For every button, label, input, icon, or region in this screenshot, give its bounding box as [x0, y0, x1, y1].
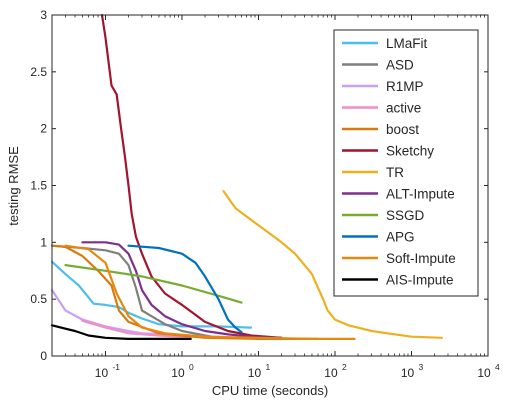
x-tick-label-exponent: 1: [265, 362, 270, 372]
legend-label: Sketchy: [386, 144, 434, 159]
x-tick-label: 10: [171, 366, 185, 380]
x-tick-label: 10: [95, 366, 109, 380]
y-tick-label: 0.5: [30, 292, 47, 306]
x-tick-label: 10: [401, 366, 415, 380]
legend-label: AIS-Impute: [386, 273, 454, 288]
legend-label: Soft-Impute: [386, 251, 456, 266]
y-tick-label: 1: [40, 235, 47, 249]
y-tick-label: 2: [40, 122, 47, 136]
series-line-asd: [50, 244, 220, 339]
series-line-alt-impute: [81, 241, 283, 339]
legend-label: R1MP: [386, 79, 424, 94]
legend-label: active: [386, 101, 421, 116]
x-axis-label: CPU time (seconds): [212, 383, 328, 398]
x-tick-label: 10: [477, 366, 491, 380]
x-tick-label-exponent: 2: [342, 362, 347, 372]
series-line-apg: [127, 244, 243, 334]
y-tick-label: 3: [40, 8, 47, 22]
x-tick-label: 10: [248, 366, 262, 380]
legend-label: LMaFit: [386, 36, 428, 51]
legend-label: APG: [386, 230, 415, 245]
series-line-ais-impute: [50, 324, 192, 340]
series-line-ssgd: [64, 264, 243, 304]
series-line-sketchy: [100, 13, 283, 339]
legend-box: [333, 29, 479, 297]
legend-label: boost: [386, 122, 419, 137]
legend-label: TR: [386, 165, 404, 180]
x-tick-label: 10: [324, 366, 338, 380]
legend-label: ALT-Impute: [386, 187, 455, 202]
legend-label: SSGD: [386, 208, 425, 223]
y-axis-label: testing RMSE: [6, 146, 21, 226]
series-line-soft-impute: [64, 244, 356, 340]
x-tick-label-exponent: 0: [189, 362, 194, 372]
series-lines: [50, 13, 443, 340]
y-tick-label: 0: [40, 349, 47, 363]
x-tick-label-exponent: 3: [418, 362, 423, 372]
x-tick-label-exponent: 4: [495, 362, 500, 372]
x-tick-label-exponent: -1: [112, 362, 120, 372]
legend: LMaFit ASD R1MP active boost Sketchy TR ALT-Imp…: [333, 29, 479, 297]
series-line-tr: [222, 190, 443, 339]
y-tick-label: 2.5: [30, 65, 47, 79]
legend-label: ASD: [386, 58, 414, 73]
y-tick-label: 1.5: [30, 179, 47, 193]
